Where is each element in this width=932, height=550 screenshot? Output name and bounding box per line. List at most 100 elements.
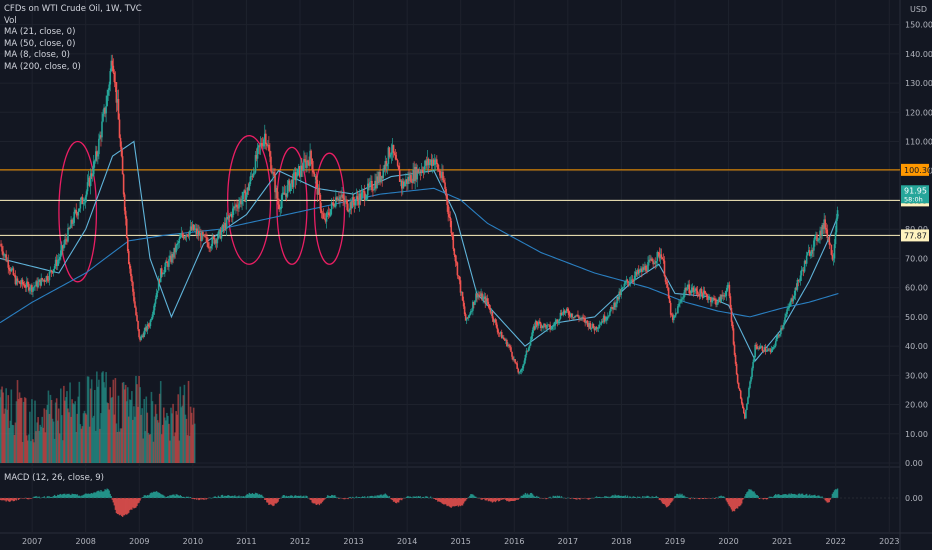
candle-body <box>67 228 69 242</box>
candle-body <box>426 158 429 166</box>
candle-body <box>405 179 407 183</box>
macd-bar <box>186 496 189 498</box>
macd-bar <box>35 496 37 498</box>
candle-body <box>769 349 772 353</box>
macd-legend[interactable]: MACD (12, 26, close, 9) <box>4 473 104 483</box>
candle-body <box>242 191 244 200</box>
candle-body <box>352 197 355 203</box>
candle-body <box>629 281 632 283</box>
candle-body <box>428 162 431 165</box>
candle-body <box>499 332 502 334</box>
candle-body <box>702 290 705 298</box>
macd-bar <box>191 498 194 500</box>
macd-bar <box>639 496 641 498</box>
candle-body <box>329 209 332 216</box>
macd-bar <box>225 495 228 498</box>
volume-bar <box>53 438 56 463</box>
y-tick-label: 130.00 <box>905 79 932 88</box>
macd-bar <box>566 497 569 499</box>
macd-bar <box>309 498 311 500</box>
volume-bar <box>30 441 32 463</box>
macd-bar <box>177 495 179 498</box>
price-axis[interactable]: 150.00140.00130.00120.00110.00100.0090.0… <box>905 21 932 503</box>
candle-body <box>522 364 525 369</box>
candle-body <box>662 259 665 261</box>
macd-bar <box>555 496 558 498</box>
volume-bar <box>13 435 16 463</box>
macd-bar <box>393 498 396 502</box>
candle-body <box>377 176 379 183</box>
candle-body <box>594 326 597 331</box>
candle-body <box>459 280 462 293</box>
macd-bar <box>575 498 577 500</box>
candle-body <box>258 145 261 147</box>
candle-body <box>804 261 807 264</box>
macd-bar <box>260 494 263 498</box>
candle-body <box>695 288 698 291</box>
volume-bar <box>121 382 124 463</box>
candle-body <box>214 239 217 244</box>
candle-body <box>833 244 836 259</box>
macd-bar <box>66 493 68 498</box>
volume-bar <box>34 400 36 463</box>
candle-body <box>337 198 339 201</box>
chart-title[interactable]: CFDs on WTI Crude Oil, 1W, TVC <box>4 4 142 14</box>
macd-bar <box>653 497 655 498</box>
macd-bar <box>824 498 826 501</box>
candle-body <box>745 409 747 419</box>
indicator-ma21[interactable]: MA (21, close, 0) <box>4 27 76 37</box>
volume-bar <box>135 375 137 463</box>
candle-body <box>780 328 782 335</box>
macd-bar <box>564 498 567 499</box>
candle-body <box>705 293 708 298</box>
volume-bar <box>146 412 149 463</box>
time-axis[interactable]: 2007 2008 2009 2010 2011 2012 2013 2014 2015 2016… <box>22 537 900 546</box>
candle-body <box>7 260 10 268</box>
macd-bar <box>360 497 363 498</box>
indicator-ma8[interactable]: MA (8, close, 0) <box>4 50 70 60</box>
macd-bar <box>369 496 371 498</box>
macd-bar <box>816 496 818 498</box>
macd-bar <box>421 497 424 498</box>
volume-bar <box>52 421 55 463</box>
candle-body <box>319 194 322 210</box>
candle-body <box>255 155 258 159</box>
macd-bar <box>532 495 535 498</box>
candle-body <box>644 265 646 270</box>
macd-bar <box>131 498 133 510</box>
macd-bar <box>505 498 507 501</box>
y-tick-label: 70.00 <box>905 254 928 263</box>
macd-bar <box>485 498 487 501</box>
macd-bar <box>762 498 765 500</box>
macd-bar <box>622 495 624 498</box>
volume-bar <box>192 407 195 463</box>
macd-bar <box>732 498 735 511</box>
indicator-vol[interactable]: Vol <box>4 15 17 26</box>
macd-bar <box>812 495 814 498</box>
candle-body <box>58 257 61 260</box>
candle-body <box>478 294 480 296</box>
candle-body <box>821 225 823 236</box>
macd-bar <box>175 494 177 498</box>
candle-body <box>62 245 64 249</box>
indicator-ma50[interactable]: MA (50, close, 0) <box>4 38 76 49</box>
candle-body <box>589 323 592 329</box>
volume-bar <box>113 414 116 463</box>
macd-bar <box>677 493 679 498</box>
candle-body <box>235 204 237 208</box>
macd-bar <box>678 495 680 498</box>
macd-bar <box>110 495 112 498</box>
macd-bar <box>698 498 701 500</box>
macd-bar <box>213 496 215 498</box>
volume-bar <box>76 413 79 463</box>
candle-body <box>569 313 572 317</box>
volume-bar <box>172 403 174 463</box>
macd-bar <box>36 496 38 498</box>
macd-bar <box>173 494 175 498</box>
candle-body <box>541 325 543 329</box>
macd-bar <box>67 494 69 498</box>
candle-body <box>31 285 33 292</box>
indicator-ma200[interactable]: MA (200, close, 0) <box>4 61 81 72</box>
candle-body <box>561 314 564 316</box>
candle-body <box>830 244 833 255</box>
